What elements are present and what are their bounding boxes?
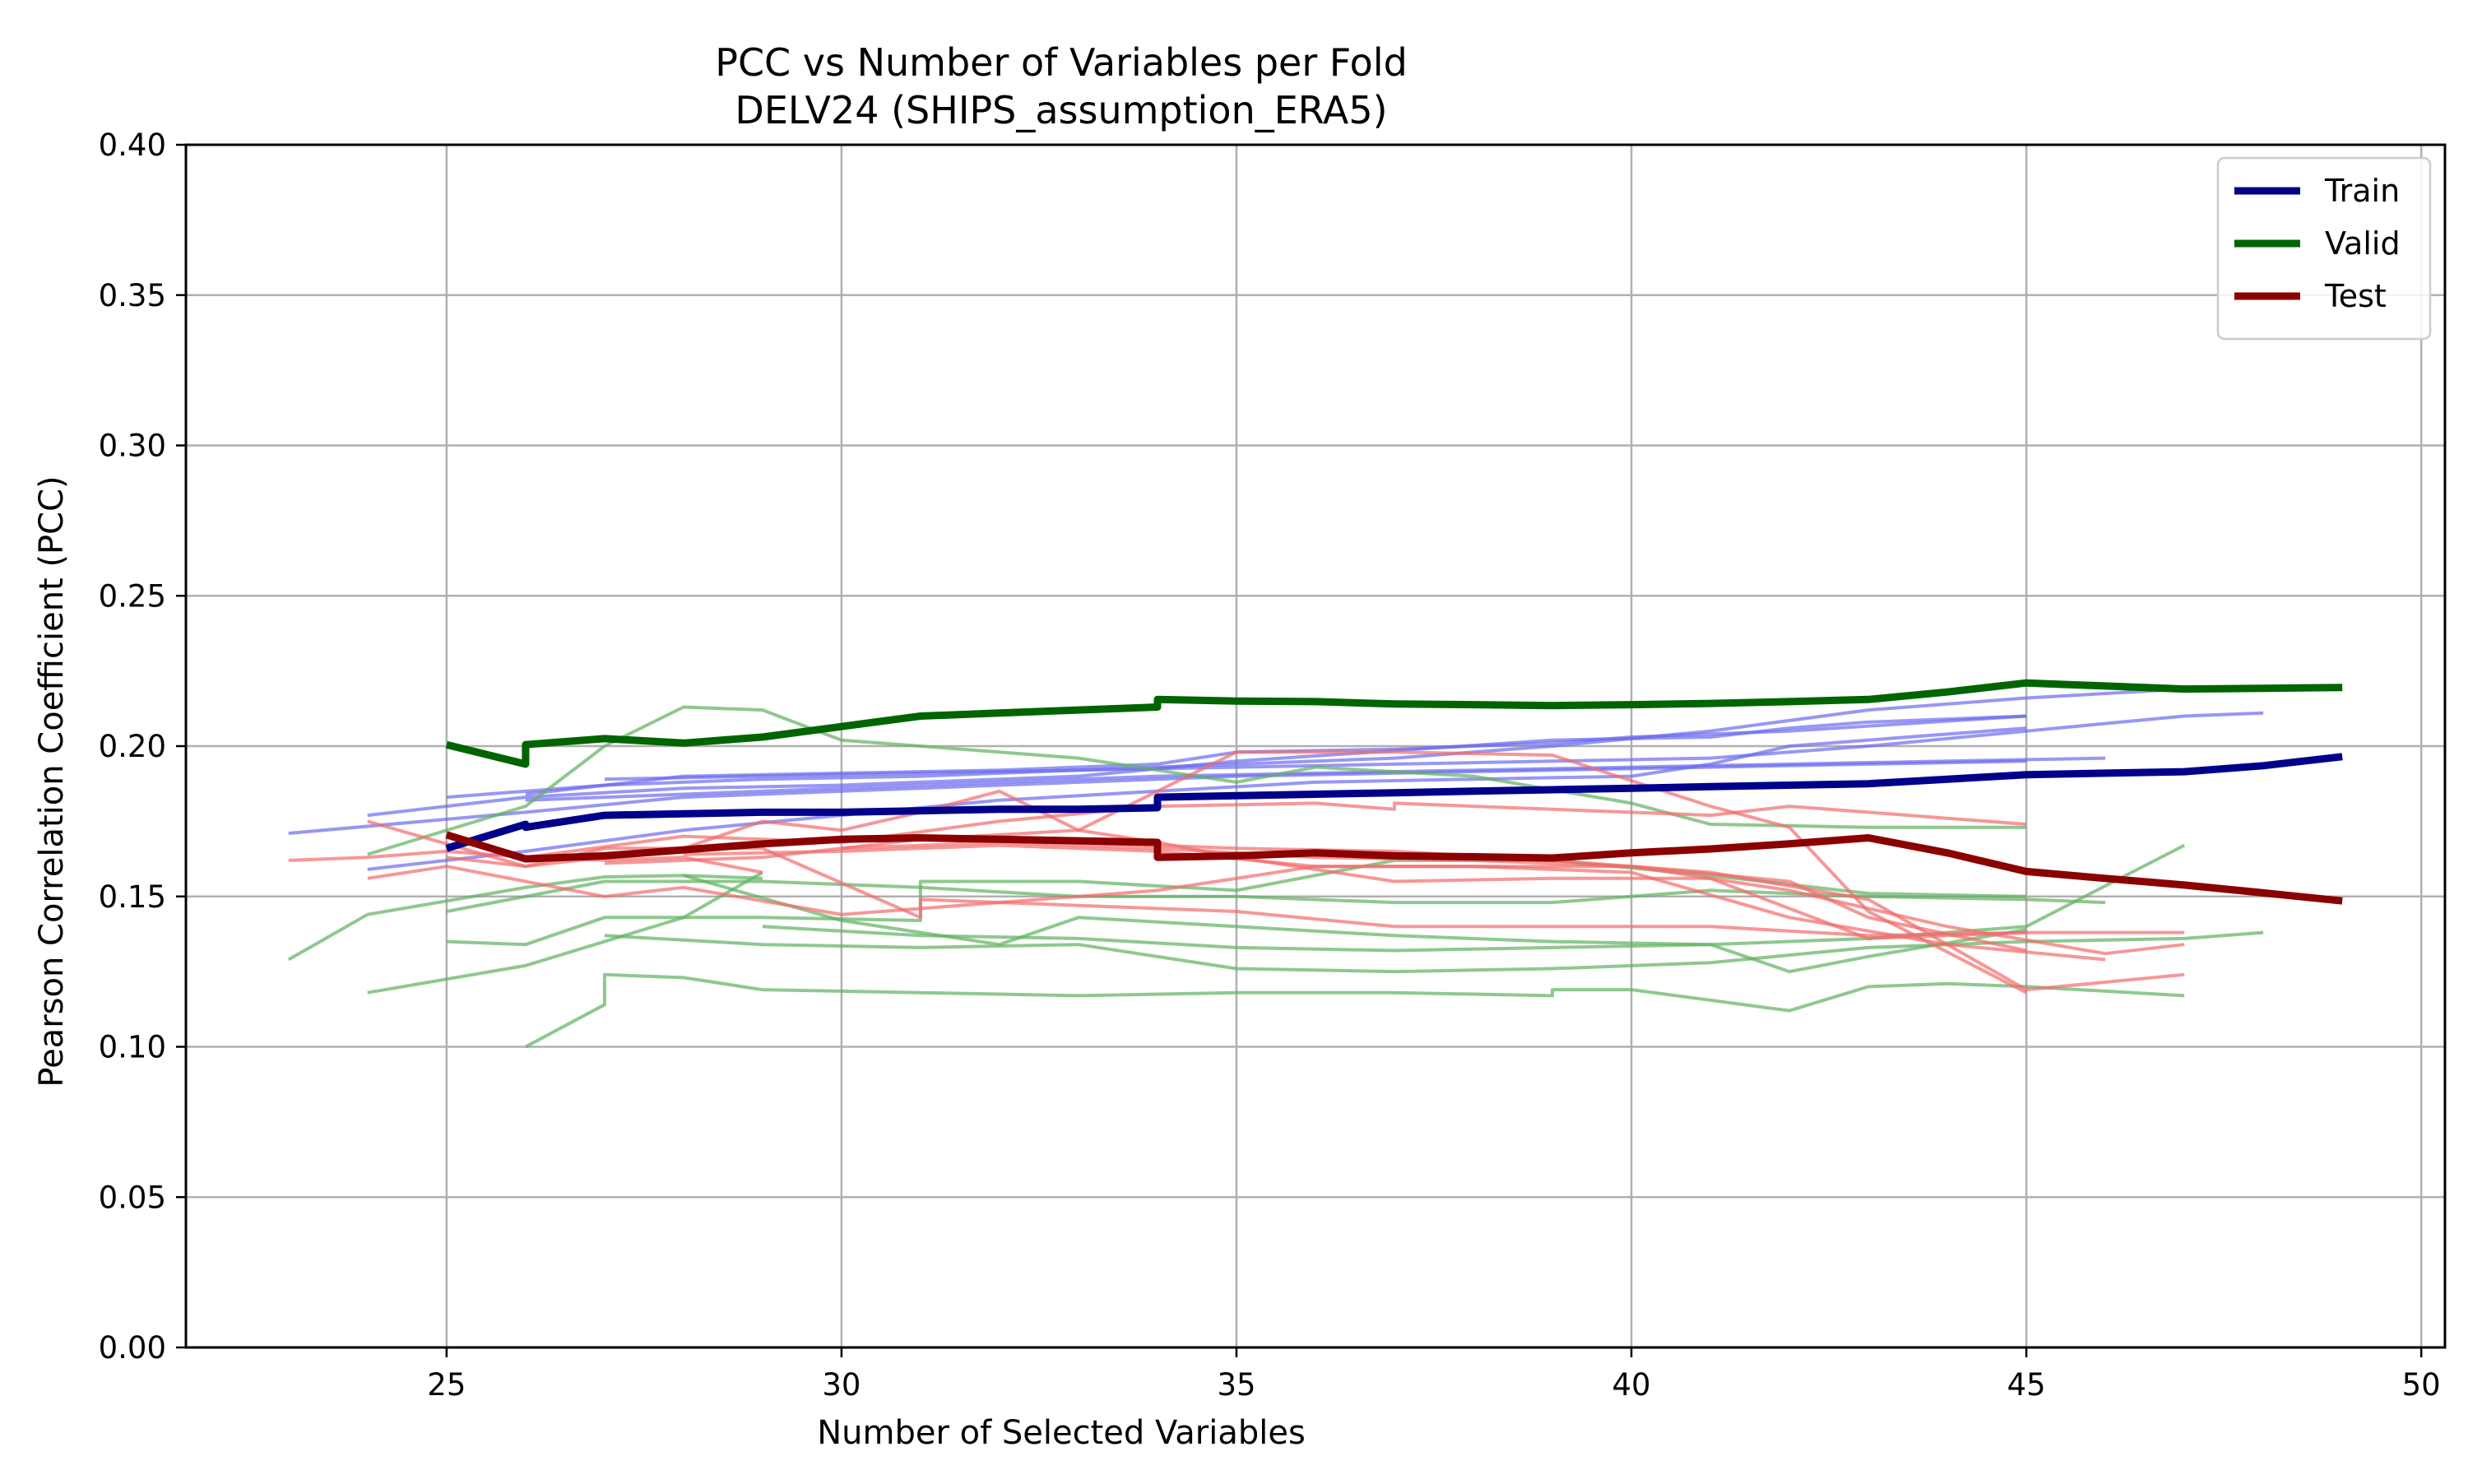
test-fold-line-24 bbox=[841, 841, 2185, 956]
test-fold-line-19 bbox=[446, 846, 2185, 938]
y-tick-label: 0.05 bbox=[99, 1180, 166, 1215]
x-tick-label: 30 bbox=[822, 1367, 861, 1403]
chart-title: PCC vs Number of Variables per Fold bbox=[715, 40, 1408, 85]
y-tick-label: 0.25 bbox=[99, 578, 166, 614]
legend-label-valid: Valid bbox=[2325, 225, 2401, 262]
valid-fold-line-11 bbox=[446, 879, 2106, 913]
x-tick-label: 35 bbox=[1217, 1367, 1255, 1403]
grid-lines bbox=[186, 143, 2445, 1349]
test-fold-line-21 bbox=[604, 750, 2028, 995]
y-tick-label: 0.00 bbox=[99, 1330, 166, 1366]
y-tick-label: 0.15 bbox=[99, 879, 166, 915]
y-tick-label: 0.20 bbox=[99, 729, 166, 764]
y-tick-label: 0.40 bbox=[99, 128, 166, 163]
test-fold-line-22 bbox=[683, 843, 2106, 962]
valid-fold-line-7 bbox=[287, 874, 763, 962]
series-lines bbox=[287, 679, 2343, 1049]
legend-label-test: Test bbox=[2324, 278, 2387, 314]
test-mean-line bbox=[445, 831, 2343, 905]
chart-subtitle: DELV24 (SHIPS_assumption_ERA5) bbox=[735, 88, 1387, 132]
valid-fold-line-12 bbox=[524, 972, 2185, 1049]
train-mean-line bbox=[445, 753, 2343, 852]
test-fold-line-18 bbox=[367, 865, 2027, 953]
train-fold-line-2 bbox=[446, 687, 2264, 800]
y-tick-label: 0.10 bbox=[99, 1030, 166, 1065]
x-tick-label: 40 bbox=[1612, 1367, 1651, 1403]
x-axis-label: Number of Selected Variables bbox=[817, 1414, 1306, 1452]
y-tick-label: 0.30 bbox=[99, 429, 166, 464]
x-tick-label: 50 bbox=[2402, 1367, 2441, 1403]
valid-fold-line-13 bbox=[604, 930, 2264, 974]
valid-mean-line bbox=[445, 679, 2343, 768]
legend-label-train: Train bbox=[2324, 173, 2400, 209]
x-tick-label: 25 bbox=[427, 1367, 466, 1403]
y-axis-label: Pearson Correlation Coefficient (PCC) bbox=[33, 475, 71, 1087]
train-fold-line-5 bbox=[367, 726, 2027, 871]
train-fold-line-1 bbox=[367, 714, 2027, 818]
x-tick-label: 45 bbox=[2007, 1367, 2046, 1403]
axis-ticks: 25 30 35 40 45 50 0.00 0.05 0.10 0.15 0.20 0.25 0.30… bbox=[99, 128, 2441, 1403]
y-tick-label: 0.35 bbox=[99, 278, 166, 313]
legend: Train Valid Test bbox=[2216, 156, 2432, 341]
train-fold-line-3 bbox=[525, 756, 2106, 802]
